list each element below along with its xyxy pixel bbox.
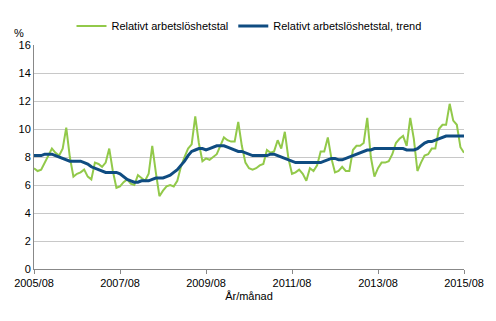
svg-text:4: 4 — [25, 207, 31, 219]
svg-text:8: 8 — [25, 151, 31, 163]
svg-text:2011/08: 2011/08 — [273, 277, 312, 289]
svg-text:2015/08: 2015/08 — [444, 277, 484, 289]
svg-text:0: 0 — [25, 263, 31, 275]
svg-text:2005/08: 2005/08 — [14, 277, 54, 289]
svg-text:16: 16 — [19, 39, 31, 51]
svg-text:2: 2 — [25, 235, 31, 247]
svg-text:14: 14 — [19, 67, 31, 79]
svg-text:Relativt arbetslöshetstal, tre: Relativt arbetslöshetstal, trend — [273, 20, 421, 32]
svg-text:%: % — [14, 27, 24, 39]
svg-text:2009/08: 2009/08 — [186, 277, 226, 289]
svg-text:12: 12 — [19, 95, 31, 107]
svg-text:Relativt arbetslöshetstal: Relativt arbetslöshetstal — [112, 20, 229, 32]
svg-text:6: 6 — [25, 179, 31, 191]
svg-text:2007/08: 2007/08 — [100, 277, 140, 289]
svg-text:10: 10 — [19, 123, 31, 135]
svg-text:År/månad: År/månad — [225, 290, 273, 302]
svg-text:2013/08: 2013/08 — [358, 277, 398, 289]
